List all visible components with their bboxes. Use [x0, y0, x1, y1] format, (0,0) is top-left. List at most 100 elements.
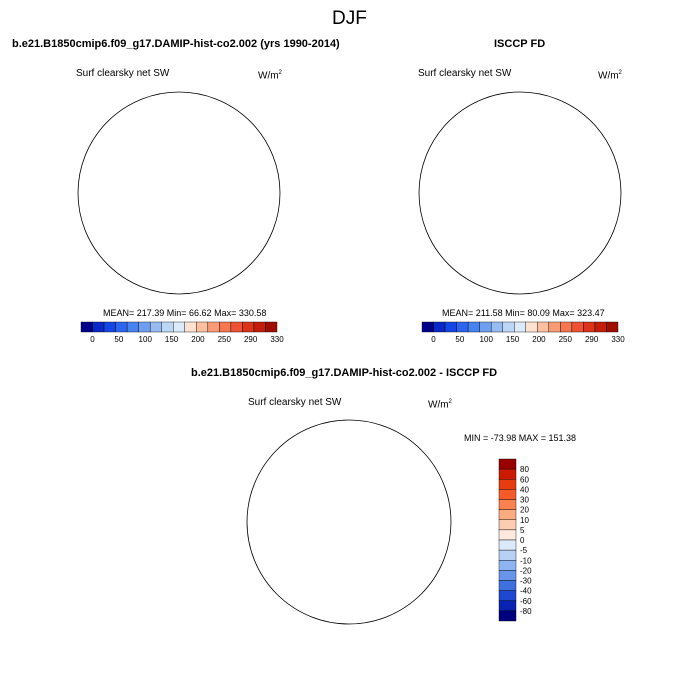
colorbar-panel3-label: 0 [520, 536, 525, 545]
colorbar-panel2-label: 200 [532, 335, 546, 344]
colorbar-panel3-label: 60 [520, 475, 529, 484]
colorbar-panel3-label: -80 [520, 607, 532, 616]
colorbar-panel3-swatch [498, 499, 517, 510]
colorbar-panel2-label: 290 [585, 335, 599, 344]
colorbar-panel1: 0 50 100 150 200 250 290 330 [80, 321, 284, 344]
colorbar-panel3-label: 20 [520, 506, 529, 515]
panel3-units-base: W/m [428, 399, 449, 411]
colorbar-panel1-label: 100 [139, 335, 153, 344]
map-panel1-border [77, 91, 281, 295]
colorbar-panel3-swatch [498, 600, 517, 612]
colorbar-panel3-swatch [498, 610, 517, 622]
colorbar-panel3-swatch [498, 458, 517, 470]
panel2-stats: MEAN= 211.58 Min= 80.09 Max= 323.47 [442, 308, 605, 318]
colorbar-panel3-swatch [498, 509, 517, 520]
map-panel2 [419, 92, 621, 294]
colorbar-panel3-swatch [498, 519, 517, 531]
colorbar-panel3-label: -60 [520, 597, 532, 606]
panel2-units-base: W/m [598, 70, 619, 82]
panel1-units-base: W/m [258, 70, 279, 82]
colorbar-panel2-swatch [514, 321, 526, 333]
colorbar-panel1-swatch [103, 321, 116, 333]
colorbar-panel2-swatch [467, 321, 480, 333]
colorbar-panel1-swatch [80, 321, 93, 333]
colorbar-panel3-label: 40 [520, 485, 529, 494]
colorbar-panel3-label: -20 [520, 566, 532, 575]
colorbar-panel3-label: -10 [520, 556, 532, 565]
panel2-units-exp: 2 [618, 70, 622, 76]
colorbar-panel3-label: -30 [520, 577, 532, 586]
colorbar-panel2-swatch [583, 321, 596, 333]
colorbar-panel1-label: 200 [191, 335, 205, 344]
panel1-header: b.e21.B1850cmip6.f09_g17.DAMIP-hist-co2.… [12, 38, 340, 50]
colorbar-panel3-label: 80 [520, 465, 529, 474]
colorbar-panel2: 0 50 100 150 200 250 290 330 [421, 321, 625, 344]
map-panel3-border [246, 419, 452, 625]
colorbar-panel1-swatch [253, 321, 266, 333]
map-panel3 [247, 420, 451, 624]
colorbar-panel3-label: 30 [520, 496, 529, 505]
colorbar-panel1-label: 330 [270, 335, 284, 344]
colorbar-panel1-swatch [219, 321, 232, 333]
colorbar-panel3-swatch [498, 539, 517, 551]
colorbar-panel2-swatch [433, 321, 446, 333]
colorbar-panel2-label: 100 [480, 335, 494, 344]
colorbar-panel1-swatch [92, 321, 105, 333]
colorbar-panel1-swatch [161, 321, 174, 333]
colorbar-panel2-swatch [537, 321, 550, 333]
colorbar-panel3-label: -40 [520, 587, 532, 596]
colorbar-panel3-label: 10 [520, 516, 529, 525]
panel1-units-exp: 2 [278, 70, 282, 76]
colorbar-panel2-swatch [444, 321, 457, 333]
colorbar-panel3-swatch [498, 580, 517, 591]
colorbar-panel1-swatch [230, 321, 243, 333]
colorbar-panel3-label: -5 [520, 546, 528, 555]
map-panel1 [257, 285, 280, 294]
colorbar-panel3-label: 5 [520, 526, 525, 535]
colorbar-panel1-swatch [184, 321, 197, 333]
panel1-variable: Surf clearsky net SW [76, 68, 170, 79]
colorbar-panel1-swatch [115, 321, 128, 333]
panel3-variable: Surf clearsky net SW [248, 397, 342, 408]
colorbar-panel2-swatch [571, 321, 584, 333]
colorbar-panel1-swatch [126, 321, 139, 333]
panel2-units: W/m2 [598, 70, 622, 81]
colorbar-panel2-label: 0 [431, 335, 436, 344]
colorbar-panel2-swatch [502, 321, 515, 333]
panel1-units: W/m2 [258, 70, 282, 81]
colorbar-panel2-label: 50 [455, 335, 464, 344]
map-panel2-border [418, 91, 622, 295]
colorbar-panel3-swatch [498, 549, 517, 561]
colorbar-panel3-swatch [498, 560, 517, 571]
colorbar-panel3-swatch [498, 479, 517, 490]
colorbar-panel3-swatch [498, 489, 517, 500]
colorbar-panel2-swatch [594, 321, 607, 333]
colorbar-panel2-swatch [548, 321, 561, 333]
colorbar-panel1-swatch [138, 321, 151, 333]
colorbar-panel2-swatch [490, 321, 503, 333]
colorbar-panel1-swatch [242, 321, 255, 333]
colorbar-panel2-swatch [606, 321, 619, 333]
panel2-variable: Surf clearsky net SW [418, 68, 512, 79]
colorbar-panel1-label: 50 [114, 335, 123, 344]
panel2-header: ISCCP FD [494, 38, 546, 50]
panel3-stats: MIN = -73.98 MAX = 151.38 [464, 433, 577, 443]
colorbar-panel3-swatch [498, 590, 517, 601]
colorbar-panel3-swatch [498, 468, 517, 480]
colorbar-panel2-swatch [421, 321, 434, 333]
colorbar-panel2-swatch [456, 321, 469, 333]
colorbar-panel3-swatch [498, 570, 517, 581]
colorbar-panel2-label: 250 [559, 335, 573, 344]
colorbar-panel1-label: 250 [218, 335, 232, 344]
colorbar-panel2-swatch [479, 321, 492, 333]
panel3-header: b.e21.B1850cmip6.f09_g17.DAMIP-hist-co2.… [191, 367, 498, 379]
colorbar-panel2-label: 330 [611, 335, 625, 344]
panel3-units-exp: 2 [448, 399, 452, 405]
panel3-units: W/m2 [428, 399, 452, 410]
colorbar-panel1-swatch [173, 321, 185, 333]
colorbar-panel3-swatch [498, 529, 517, 541]
colorbar-panel1-swatch [149, 321, 162, 333]
panel1-stats: MEAN= 217.39 Min= 66.62 Max= 330.58 [103, 308, 267, 318]
